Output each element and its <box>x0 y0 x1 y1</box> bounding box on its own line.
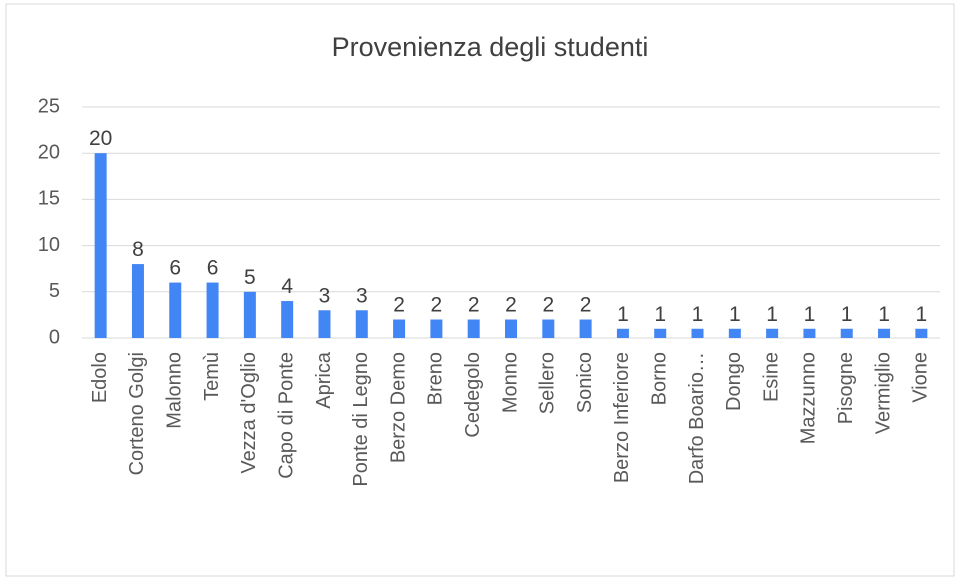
data-label: 2 <box>468 294 480 317</box>
data-label: 3 <box>356 284 368 307</box>
x-tick-label: Sellero <box>537 352 559 414</box>
bar <box>915 328 928 338</box>
data-label: 3 <box>319 284 331 307</box>
bar <box>430 319 443 338</box>
data-label: 1 <box>617 303 629 326</box>
y-tick-label: 5 <box>49 280 60 302</box>
data-label: 1 <box>916 303 928 326</box>
data-label: 20 <box>89 127 112 150</box>
x-tick-label: Capo di Ponte <box>275 352 297 479</box>
x-tick-label: Malonno <box>164 352 186 429</box>
x-tick-label: Corteno Golgi <box>126 352 148 475</box>
data-label: 2 <box>431 294 443 317</box>
x-tick-label: Edolo <box>89 352 111 403</box>
bar <box>728 328 741 338</box>
x-tick-label: Vezza d'Oglio <box>238 352 260 474</box>
chart-frame <box>5 3 955 577</box>
data-label: 6 <box>207 257 219 280</box>
x-tick-label: Monno <box>499 352 521 413</box>
bar <box>94 153 107 338</box>
x-tick-label: Borno <box>648 352 670 405</box>
data-label: 2 <box>580 294 592 317</box>
data-label: 1 <box>692 303 704 326</box>
data-label: 1 <box>729 303 741 326</box>
bar <box>355 310 368 338</box>
bar <box>579 319 592 338</box>
x-tick-label: Mazzunno <box>798 352 820 444</box>
x-tick-label: Darfo Boario… <box>686 352 708 484</box>
data-label: 2 <box>542 294 554 317</box>
bar <box>467 319 480 338</box>
x-tick-label: Vione <box>910 352 932 403</box>
data-label: 2 <box>393 294 405 317</box>
y-tick-label: 0 <box>49 326 60 348</box>
bar <box>393 319 406 338</box>
x-tick-label: Dongo <box>723 352 745 411</box>
bar <box>654 328 667 338</box>
x-tick-label: Aprica <box>313 351 335 409</box>
x-tick-label: Ponte di Legno <box>350 352 372 487</box>
chart-title: Provenienza degli studenti <box>332 32 649 62</box>
bar <box>131 264 144 338</box>
x-tick-label: Vermiglio <box>872 352 894 434</box>
data-label: 6 <box>169 257 181 280</box>
bar <box>206 282 219 338</box>
x-tick-label: Breno <box>425 352 447 405</box>
bar <box>766 328 779 338</box>
x-tick-label: Temù <box>201 352 223 401</box>
bar <box>616 328 629 338</box>
x-tick-label: Esine <box>760 352 782 402</box>
data-label: 1 <box>766 303 778 326</box>
data-label: 4 <box>281 275 293 298</box>
data-label: 1 <box>654 303 666 326</box>
bar <box>243 291 256 338</box>
y-tick-label: 10 <box>38 234 60 256</box>
bar <box>318 310 331 338</box>
x-tick-label: Pisogne <box>835 352 857 424</box>
bar <box>878 328 891 338</box>
data-label: 1 <box>841 303 853 326</box>
data-label: 8 <box>132 238 144 261</box>
x-tick-label: Sonico <box>574 352 596 413</box>
y-tick-label: 25 <box>38 95 60 117</box>
bar <box>803 328 816 338</box>
bar <box>169 282 182 338</box>
data-label: 5 <box>244 266 256 289</box>
y-tick-label: 20 <box>38 141 60 163</box>
bar <box>840 328 853 338</box>
x-tick-label: Cedegolo <box>462 352 484 438</box>
data-label: 2 <box>505 294 517 317</box>
x-tick-label: Berzo Inferiore <box>611 352 633 483</box>
x-tick-label: Berzo Demo <box>387 352 409 463</box>
bar <box>281 301 294 338</box>
data-label: 1 <box>804 303 816 326</box>
bar <box>691 328 704 338</box>
bar <box>505 319 517 338</box>
y-tick-label: 15 <box>38 188 60 210</box>
bar <box>542 319 555 338</box>
data-label: 1 <box>878 303 890 326</box>
